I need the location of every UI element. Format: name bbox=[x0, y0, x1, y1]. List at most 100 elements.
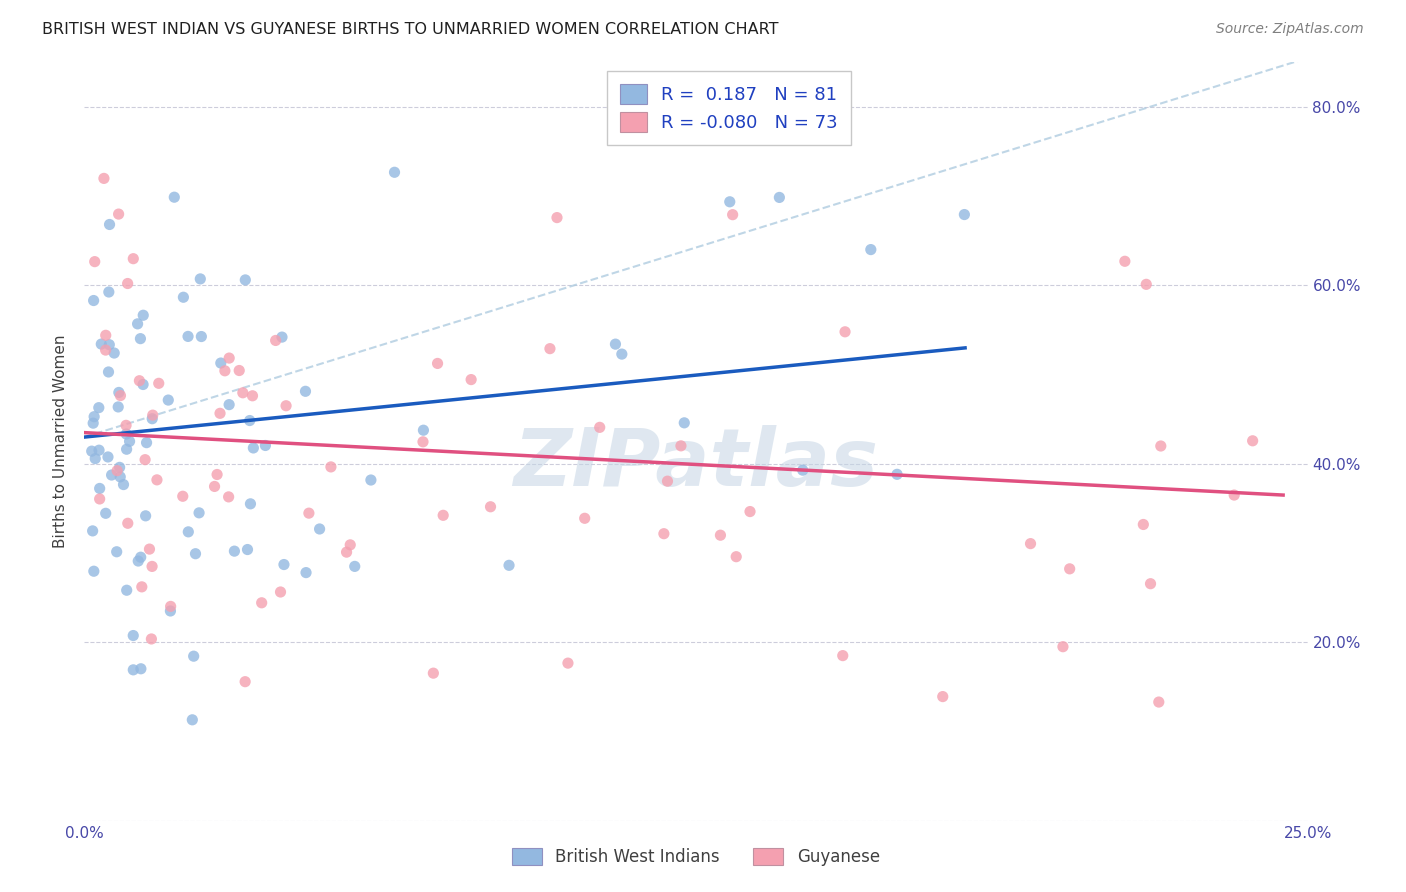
Point bbox=[242, 441, 264, 455]
Point bbox=[190, 329, 212, 343]
Point bbox=[184, 547, 207, 561]
Point bbox=[1135, 277, 1157, 292]
Point bbox=[831, 648, 853, 663]
Point bbox=[709, 528, 731, 542]
Point bbox=[83, 254, 105, 268]
Point bbox=[177, 524, 200, 539]
Point bbox=[1132, 517, 1154, 532]
Legend: British West Indians, Guyanese: British West Indians, Guyanese bbox=[505, 841, 887, 873]
Point bbox=[538, 342, 561, 356]
Point bbox=[115, 442, 138, 457]
Point bbox=[254, 438, 277, 452]
Point bbox=[129, 332, 152, 346]
Point bbox=[163, 190, 186, 204]
Point bbox=[1019, 536, 1042, 550]
Point bbox=[159, 604, 181, 618]
Point bbox=[557, 656, 579, 670]
Point bbox=[188, 506, 211, 520]
Point bbox=[115, 418, 138, 433]
Point bbox=[87, 443, 110, 458]
Point bbox=[718, 194, 741, 209]
Point bbox=[127, 554, 149, 568]
Point bbox=[479, 500, 502, 514]
Point bbox=[384, 165, 406, 179]
Point bbox=[138, 542, 160, 557]
Point bbox=[319, 459, 342, 474]
Point bbox=[159, 599, 181, 614]
Point bbox=[1150, 439, 1173, 453]
Point bbox=[183, 649, 205, 664]
Y-axis label: Births to Unmarried Women: Births to Unmarried Women bbox=[53, 334, 69, 549]
Point bbox=[128, 374, 150, 388]
Point bbox=[97, 285, 120, 299]
Point bbox=[214, 364, 236, 378]
Text: ZIPatlas: ZIPatlas bbox=[513, 425, 879, 503]
Point bbox=[721, 208, 744, 222]
Point bbox=[127, 317, 149, 331]
Point bbox=[84, 451, 107, 466]
Point bbox=[208, 406, 231, 420]
Point bbox=[132, 377, 155, 392]
Point bbox=[574, 511, 596, 525]
Point bbox=[725, 549, 748, 564]
Point bbox=[232, 385, 254, 400]
Point bbox=[146, 473, 169, 487]
Point bbox=[274, 399, 297, 413]
Point bbox=[172, 489, 194, 503]
Point bbox=[103, 346, 125, 360]
Point bbox=[932, 690, 955, 704]
Point bbox=[83, 293, 105, 308]
Text: Source: ZipAtlas.com: Source: ZipAtlas.com bbox=[1216, 22, 1364, 37]
Point bbox=[141, 559, 163, 574]
Point bbox=[148, 376, 170, 391]
Point bbox=[218, 398, 240, 412]
Point bbox=[105, 545, 128, 559]
Point bbox=[94, 328, 117, 343]
Point bbox=[181, 713, 204, 727]
Point bbox=[134, 452, 156, 467]
Point bbox=[94, 506, 117, 520]
Point bbox=[177, 329, 200, 343]
Point bbox=[224, 544, 246, 558]
Point bbox=[100, 468, 122, 483]
Point bbox=[108, 385, 131, 400]
Point bbox=[98, 218, 121, 232]
Point bbox=[236, 542, 259, 557]
Point bbox=[422, 666, 444, 681]
Point bbox=[1114, 254, 1136, 268]
Point bbox=[97, 450, 120, 464]
Point bbox=[273, 558, 295, 572]
Point bbox=[80, 444, 103, 458]
Point bbox=[1139, 576, 1161, 591]
Point bbox=[89, 482, 111, 496]
Point bbox=[110, 388, 132, 402]
Point bbox=[108, 460, 131, 475]
Point bbox=[768, 190, 790, 204]
Point bbox=[90, 337, 112, 351]
Point bbox=[83, 564, 105, 578]
Point bbox=[135, 435, 157, 450]
Point bbox=[308, 522, 330, 536]
Point bbox=[886, 467, 908, 482]
Point bbox=[792, 463, 814, 477]
Point bbox=[122, 252, 145, 266]
Point bbox=[589, 420, 612, 434]
Point bbox=[605, 337, 627, 351]
Point bbox=[339, 538, 361, 552]
Point bbox=[98, 337, 121, 351]
Point bbox=[172, 290, 194, 304]
Point bbox=[298, 506, 321, 520]
Point bbox=[294, 384, 316, 399]
Point bbox=[157, 393, 180, 408]
Point bbox=[132, 308, 155, 322]
Point bbox=[343, 559, 366, 574]
Point bbox=[112, 477, 135, 491]
Point bbox=[94, 343, 117, 357]
Point bbox=[135, 508, 157, 523]
Point bbox=[859, 243, 882, 257]
Point bbox=[107, 207, 129, 221]
Point bbox=[117, 277, 139, 291]
Point bbox=[233, 674, 256, 689]
Point bbox=[953, 208, 976, 222]
Point bbox=[142, 408, 165, 422]
